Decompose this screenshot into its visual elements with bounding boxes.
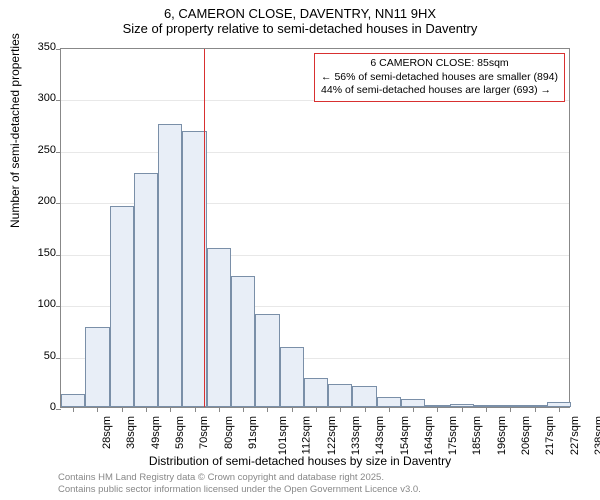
xtick-mark — [510, 407, 511, 412]
ytick-mark — [56, 100, 61, 101]
xtick-label: 28sqm — [101, 416, 113, 449]
attribution-text: Contains HM Land Registry data © Crown c… — [58, 472, 421, 497]
annotation-box: 6 CAMERON CLOSE: 85sqm← 56% of semi-deta… — [314, 53, 565, 102]
xtick-mark — [243, 407, 244, 412]
annotation-line: 44% of semi-detached houses are larger (… — [321, 84, 558, 98]
histogram-bar — [61, 394, 85, 407]
chart-title-line1: 6, CAMERON CLOSE, DAVENTRY, NN11 9HX — [0, 6, 600, 21]
chart-plot-area: 6 CAMERON CLOSE: 85sqm← 56% of semi-deta… — [60, 48, 570, 408]
xtick-mark — [462, 407, 463, 412]
xtick-mark — [535, 407, 536, 412]
attribution-line2: Contains public sector information licen… — [58, 484, 421, 496]
xtick-label: 38sqm — [125, 416, 137, 449]
xtick-mark — [73, 407, 74, 412]
xtick-label: 238sqm — [593, 416, 600, 455]
ytick-label: 200 — [16, 195, 56, 207]
reference-line — [204, 49, 205, 407]
xtick-mark — [365, 407, 366, 412]
xtick-label: 154sqm — [399, 416, 411, 455]
xtick-mark — [97, 407, 98, 412]
xtick-mark — [559, 407, 560, 412]
xtick-mark — [292, 407, 293, 412]
histogram-bar — [182, 131, 206, 407]
xtick-mark — [122, 407, 123, 412]
histogram-bar — [231, 276, 255, 407]
xtick-mark — [267, 407, 268, 412]
ytick-label: 150 — [16, 247, 56, 259]
xtick-label: 196sqm — [496, 416, 508, 455]
ytick-mark — [56, 358, 61, 359]
histogram-bar — [85, 327, 109, 407]
xtick-mark — [413, 407, 414, 412]
xtick-label: 133sqm — [350, 416, 362, 455]
xtick-mark — [195, 407, 196, 412]
ytick-label: 50 — [16, 350, 56, 362]
xtick-label: 227sqm — [569, 416, 581, 455]
ytick-mark — [56, 255, 61, 256]
attribution-line1: Contains HM Land Registry data © Crown c… — [58, 472, 421, 484]
xtick-label: 175sqm — [447, 416, 459, 455]
histogram-bar — [134, 173, 158, 408]
histogram-bar — [280, 347, 304, 407]
xtick-label: 80sqm — [223, 416, 235, 449]
ytick-label: 0 — [16, 401, 56, 413]
ytick-label: 100 — [16, 298, 56, 310]
ytick-label: 350 — [16, 41, 56, 53]
histogram-bar — [377, 397, 401, 407]
xtick-mark — [437, 407, 438, 412]
ytick-mark — [56, 409, 61, 410]
ytick-label: 250 — [16, 144, 56, 156]
x-axis-label: Distribution of semi-detached houses by … — [0, 454, 600, 468]
ytick-mark — [56, 203, 61, 204]
xtick-mark — [389, 407, 390, 412]
xtick-label: 217sqm — [544, 416, 556, 455]
ytick-mark — [56, 152, 61, 153]
xtick-label: 70sqm — [198, 416, 210, 449]
histogram-bar — [158, 124, 182, 407]
annotation-line: 6 CAMERON CLOSE: 85sqm — [321, 57, 558, 71]
ytick-mark — [56, 49, 61, 50]
histogram-bar — [255, 314, 279, 407]
xtick-label: 101sqm — [277, 416, 289, 455]
xtick-label: 164sqm — [423, 416, 435, 455]
xtick-label: 206sqm — [520, 416, 532, 455]
histogram-bar — [401, 399, 425, 407]
xtick-mark — [170, 407, 171, 412]
xtick-label: 122sqm — [326, 416, 338, 455]
annotation-line: ← 56% of semi-detached houses are smalle… — [321, 71, 558, 85]
xtick-mark — [146, 407, 147, 412]
histogram-bar — [110, 206, 134, 407]
xtick-label: 143sqm — [374, 416, 386, 455]
xtick-mark — [219, 407, 220, 412]
xtick-mark — [486, 407, 487, 412]
xtick-mark — [340, 407, 341, 412]
ytick-label: 300 — [16, 92, 56, 104]
histogram-bar — [304, 378, 328, 407]
xtick-label: 59sqm — [174, 416, 186, 449]
histogram-bar — [328, 384, 352, 407]
histogram-bar — [207, 248, 231, 407]
xtick-label: 49sqm — [150, 416, 162, 449]
xtick-label: 112sqm — [301, 416, 313, 454]
xtick-label: 91sqm — [247, 416, 259, 449]
histogram-bar — [352, 386, 376, 407]
ytick-mark — [56, 306, 61, 307]
gridline — [61, 152, 569, 153]
chart-title-line2: Size of property relative to semi-detach… — [0, 21, 600, 36]
xtick-mark — [316, 407, 317, 412]
xtick-label: 185sqm — [472, 416, 484, 455]
